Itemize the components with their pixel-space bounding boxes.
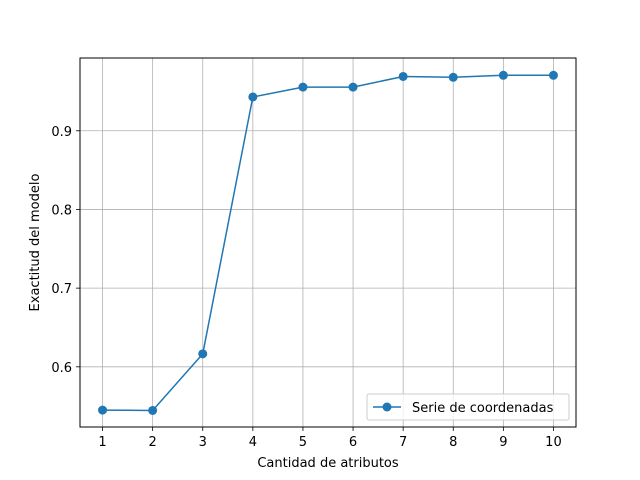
y-tick-label: 0.7 [51,282,72,297]
x-tick-label: 8 [449,435,457,450]
data-point [248,92,258,102]
x-tick-label: 5 [299,435,307,450]
y-axis: 0.6 0.7 0.8 0.9 [51,125,80,376]
x-tick-label: 10 [545,435,562,450]
data-point [398,71,408,81]
plot-frame [79,57,577,428]
x-tick-label: 3 [199,435,207,450]
data-point [148,405,158,415]
legend: Serie de coordenadas [366,393,570,421]
data-point [298,82,308,92]
x-axis: 1 2 3 4 5 6 7 8 9 10 [98,427,562,450]
x-tick-label: 1 [98,435,106,450]
data-point [98,405,108,415]
y-tick-label: 0.6 [51,361,72,376]
data-point [198,349,208,359]
data-point [348,82,358,92]
x-tick-label: 6 [349,435,357,450]
y-tick-label: 0.8 [51,203,72,218]
x-tick-label: 9 [499,435,507,450]
grid [80,58,576,427]
series-line [102,74,554,412]
x-tick-label: 4 [249,435,257,450]
data-point [448,72,458,82]
legend-marker-sample [382,402,392,412]
legend-box [366,393,570,421]
y-axis-label: Exactitud del modelo [28,174,43,312]
data-point [548,70,558,80]
y-tick-label: 0.9 [51,125,72,140]
x-tick-label: 2 [149,435,157,450]
data-point [498,70,508,80]
x-tick-label: 7 [399,435,407,450]
legend-label: Serie de coordenadas [412,401,554,416]
series-layer [98,70,558,415]
x-axis-label: Cantidad de atributos [257,456,399,471]
